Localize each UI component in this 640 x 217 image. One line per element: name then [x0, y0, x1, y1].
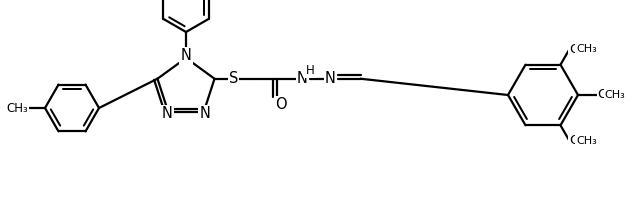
Text: N: N [162, 106, 173, 121]
Text: CH₃: CH₃ [576, 136, 597, 146]
Text: N: N [199, 106, 210, 121]
Text: O: O [275, 97, 286, 112]
Text: CH₃: CH₃ [605, 90, 625, 100]
Text: H: H [306, 64, 315, 77]
Text: S: S [229, 71, 238, 86]
Text: N: N [180, 49, 191, 64]
Text: O: O [569, 43, 580, 56]
Text: O: O [598, 89, 608, 102]
Text: N: N [297, 71, 308, 86]
Text: N: N [325, 71, 336, 86]
Text: O: O [569, 134, 580, 147]
Text: CH₃: CH₃ [6, 102, 28, 115]
Text: CH₃: CH₃ [576, 44, 597, 54]
